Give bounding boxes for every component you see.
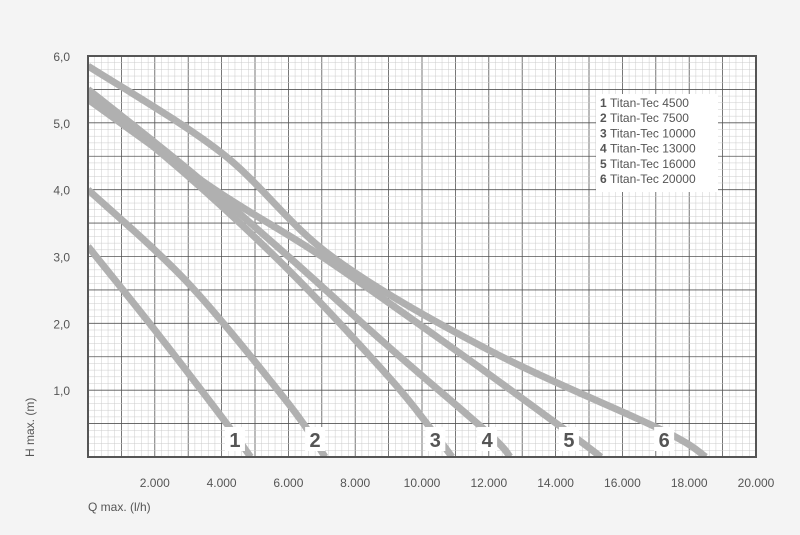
legend-name: Titan-Tec 10000 <box>610 126 696 140</box>
x-tick-label: 2.000 <box>140 476 170 490</box>
legend-background <box>596 94 718 192</box>
series-number-label: 1 <box>229 430 240 452</box>
y-tick-label: 2,0 <box>53 317 70 331</box>
x-tick-label: 10.000 <box>404 476 441 490</box>
x-tick-label: 4.000 <box>207 476 237 490</box>
x-tick-label: 8.000 <box>340 476 370 490</box>
legend-number: 6 <box>600 172 610 186</box>
x-tick-label: 16.000 <box>604 476 641 490</box>
x-tick-labels: 2.000 4.000 6.000 8.000 10.000 12.000 14.000 16… <box>140 476 775 490</box>
x-tick-label: 20.000 <box>738 476 775 490</box>
series-number-bg <box>654 427 675 451</box>
legend-name: Titan-Tec 16000 <box>610 157 696 171</box>
series-number-bg <box>224 427 245 451</box>
legend-entry: 2 Titan-Tec 7500 <box>600 111 689 125</box>
y-tick-label: 4,0 <box>53 184 70 198</box>
legend-number: 5 <box>600 157 610 171</box>
series-number-label: 2 <box>310 430 321 452</box>
legend-entry: 6 Titan-Tec 20000 <box>600 172 696 186</box>
legend-name: Titan-Tec 20000 <box>610 172 696 186</box>
x-tick-label: 6.000 <box>273 476 303 490</box>
series-number-labels: 1 2 3 4 5 6 <box>224 427 675 452</box>
x-axis-label: Q max. (l/h) <box>88 500 151 514</box>
y-tick-label: 6,0 <box>53 50 70 64</box>
legend-number: 1 <box>600 96 610 110</box>
series-number-label: 5 <box>563 430 574 452</box>
y-tick-label: 5,0 <box>53 117 70 131</box>
y-tick-labels: 1,0 2,0 3,0 4,0 5,0 6,0 <box>53 50 70 398</box>
y-tick-label: 3,0 <box>53 251 70 265</box>
legend-entry: 1 Titan-Tec 4500 <box>600 96 689 110</box>
legend-entry: 5 Titan-Tec 16000 <box>600 157 696 171</box>
series-number-bg <box>305 427 326 451</box>
series-number-label: 6 <box>659 430 670 452</box>
y-axis-label: H max. (m) <box>23 398 37 457</box>
x-tick-label: 18.000 <box>671 476 708 490</box>
legend-name: Titan-Tec 13000 <box>610 142 696 156</box>
series-number-label: 4 <box>482 430 494 452</box>
legend-number: 3 <box>600 126 610 140</box>
legend-number: 2 <box>600 111 610 125</box>
series-number-label: 3 <box>430 430 441 452</box>
legend-name: Titan-Tec 4500 <box>610 96 689 110</box>
plot-frame <box>87 55 757 458</box>
legend-number: 4 <box>600 142 610 156</box>
series-number-bg <box>425 427 446 451</box>
legend-entry: 4 Titan-Tec 13000 <box>600 142 696 156</box>
y-tick-label: 1,0 <box>53 384 70 398</box>
x-tick-label: 14.000 <box>537 476 574 490</box>
series-number-bg <box>558 427 579 451</box>
legend-name: Titan-Tec 7500 <box>610 111 689 125</box>
series-line-6 <box>88 63 708 457</box>
x-tick-label: 12.000 <box>470 476 507 490</box>
series-number-bg <box>477 427 498 451</box>
legend-entry: 3 Titan-Tec 10000 <box>600 126 696 140</box>
